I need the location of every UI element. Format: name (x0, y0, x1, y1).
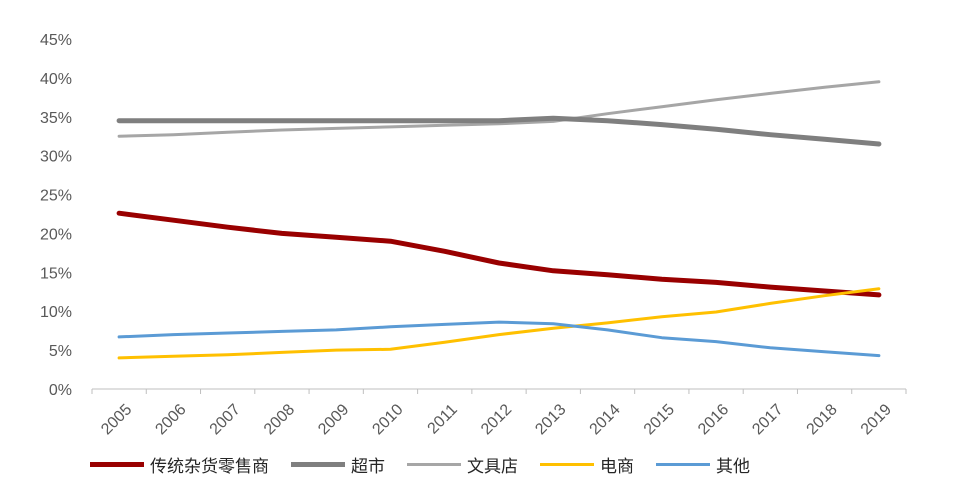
y-axis-ticks: 0% 5% 10% 15% 20% 25% 30% 35% 40% 45% (40, 32, 72, 399)
x-tick-label: 2010 (369, 401, 406, 438)
legend-label: 超市 (351, 457, 385, 477)
legend-item: 超市 (291, 452, 385, 477)
chart-legend: 传统杂货零售商 超市 文具店 电商 其他 (90, 452, 772, 477)
x-tick-label: 2017 (749, 401, 786, 438)
y-tick-label: 10% (40, 304, 72, 321)
y-tick-label: 30% (40, 149, 72, 166)
legend-label: 文具店 (467, 457, 518, 477)
legend-swatch (540, 463, 594, 466)
x-tick-label: 2013 (532, 401, 569, 438)
x-tick-label: 2012 (478, 401, 515, 438)
x-tick-label: 2007 (207, 401, 244, 438)
x-tick-label: 2014 (587, 401, 624, 438)
x-tick-label: 2015 (641, 401, 678, 438)
y-tick-label: 0% (49, 382, 72, 399)
y-tick-label: 35% (40, 110, 72, 127)
x-axis: 2005 2006 2007 2008 2009 2010 2011 2012 2013 2014… (91, 388, 907, 438)
x-tick-label: 2008 (261, 401, 298, 438)
legend-label: 电商 (600, 457, 634, 477)
series-line-4 (117, 320, 881, 358)
x-tick-label: 2019 (858, 401, 895, 438)
chart-series-lines (116, 80, 882, 360)
y-tick-label: 25% (40, 188, 72, 205)
x-tick-label: 2006 (152, 401, 189, 438)
y-tick-label: 45% (40, 32, 72, 49)
legend-item: 传统杂货零售商 (90, 452, 269, 477)
series-line-0 (116, 210, 882, 298)
legend-item: 其他 (656, 452, 750, 477)
x-tick-label: 2005 (98, 401, 135, 438)
legend-label: 其他 (716, 457, 750, 477)
legend-swatch (656, 463, 710, 466)
y-tick-label: 5% (49, 343, 72, 360)
series-line-3 (117, 287, 881, 360)
legend-swatch (291, 462, 345, 467)
y-tick-label: 15% (40, 265, 72, 282)
legend-label: 传统杂货零售商 (150, 457, 269, 477)
legend-swatch (407, 463, 461, 466)
legend-item: 电商 (540, 452, 634, 477)
y-tick-label: 40% (40, 71, 72, 88)
x-tick-label: 2011 (425, 401, 461, 437)
legend-swatch (90, 462, 144, 467)
series-line-2 (117, 80, 881, 138)
x-tick-label: 2016 (695, 401, 732, 438)
series-line-1 (116, 115, 882, 147)
x-tick-label: 2018 (804, 401, 841, 438)
legend-item: 文具店 (407, 452, 518, 477)
y-tick-label: 20% (40, 226, 72, 243)
x-tick-label: 2009 (315, 401, 352, 438)
